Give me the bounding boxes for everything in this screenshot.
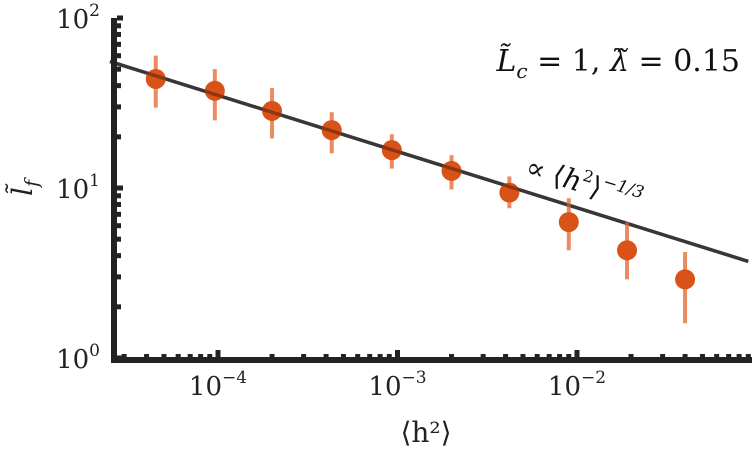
svg-text:∝ ⟨h2⟩−1/3: ∝ ⟨h2⟩−1/3 — [522, 149, 646, 216]
x-minor-tick — [566, 354, 572, 358]
y-minor-tick — [117, 104, 121, 110]
y-minor-tick — [117, 53, 121, 59]
y-minor-tick — [117, 274, 121, 280]
data-point — [381, 140, 402, 161]
data-point — [441, 160, 462, 181]
x-minor-tick — [340, 354, 346, 358]
x-minor-tick — [682, 354, 688, 358]
x-major-tick — [574, 350, 580, 358]
x-minor-tick — [534, 354, 540, 358]
data-point — [321, 120, 342, 141]
x-minor-tick — [745, 354, 751, 358]
y-axis-label: l̃f — [5, 177, 43, 196]
x-minor-tick — [367, 354, 373, 358]
x-major-tick — [215, 350, 221, 358]
data-point — [558, 212, 579, 233]
x-minor-tick — [386, 354, 392, 358]
y-minor-tick — [117, 31, 121, 37]
x-minor-tick — [355, 354, 361, 358]
x-minor-tick — [187, 354, 193, 358]
x-minor-tick — [121, 354, 127, 358]
y-minor-tick — [117, 304, 121, 310]
x-tick-label: 10−2 — [548, 368, 606, 402]
y-minor-tick — [117, 66, 121, 72]
x-major-tick — [395, 350, 400, 358]
y-major-tick — [117, 355, 123, 361]
axes — [111, 15, 752, 363]
data-point — [617, 240, 638, 261]
x-minor-tick — [714, 354, 720, 358]
y-axis-label-sub: f — [21, 177, 43, 189]
x-minor-tick — [323, 354, 329, 358]
x-minor-tick — [726, 354, 732, 358]
x-minor-tick — [546, 354, 552, 358]
y-minor-tick — [117, 83, 121, 89]
x-minor-tick — [628, 354, 634, 358]
x-axis-spine — [111, 357, 752, 363]
fit-annotation: ∝ ⟨h2⟩−1/3 — [522, 149, 646, 216]
x-minor-tick — [207, 354, 213, 358]
params-annotation: L̃c = 1, λ̃ = 0.15 — [495, 44, 740, 83]
y-tick-label: 102 — [56, 1, 100, 35]
data-points — [109, 59, 749, 290]
data-point — [499, 182, 520, 203]
y-minor-tick — [117, 23, 121, 29]
y-minor-tick — [117, 253, 121, 259]
data-point — [262, 100, 283, 121]
x-minor-tick — [736, 354, 742, 358]
x-minor-tick — [269, 354, 275, 358]
x-minor-tick — [660, 354, 666, 358]
y-minor-tick — [117, 223, 121, 229]
y-major-tick — [117, 15, 123, 21]
x-minor-tick — [480, 354, 486, 358]
x-minor-tick — [520, 354, 526, 358]
y-minor-tick — [117, 201, 121, 207]
x-minor-tick — [503, 354, 509, 358]
x-minor-tick — [301, 354, 307, 358]
x-minor-tick — [557, 354, 563, 358]
x-minor-tick — [144, 354, 150, 358]
x-minor-tick — [449, 354, 455, 358]
fit-line-overlay — [109, 59, 749, 264]
y-minor-tick — [117, 193, 121, 199]
y-tick-label: 100 — [56, 341, 100, 375]
svg-text:l̃f: l̃f — [5, 177, 43, 196]
x-minor-tick — [377, 354, 383, 358]
data-point — [675, 269, 696, 290]
y-tick-label: 101 — [56, 171, 100, 205]
y-axis-spine — [111, 18, 117, 362]
y-minor-tick — [117, 41, 121, 47]
x-tick-label: 10−3 — [368, 368, 426, 402]
data-point — [145, 68, 166, 89]
x-tick-label: 10−4 — [189, 368, 247, 402]
y-minor-tick — [117, 134, 121, 140]
y-major-tick — [117, 185, 123, 191]
x-minor-tick — [175, 354, 181, 358]
data-point — [204, 80, 225, 101]
x-minor-tick — [161, 354, 167, 358]
y-minor-tick — [117, 211, 121, 217]
y-minor-tick — [117, 236, 121, 242]
x-minor-tick — [198, 354, 204, 358]
tick-labels: 10−4 10−3 10−2 102 101 100 — [56, 1, 606, 402]
x-minor-tick — [699, 354, 705, 358]
x-axis-label: ⟨h²⟩ — [400, 416, 451, 449]
